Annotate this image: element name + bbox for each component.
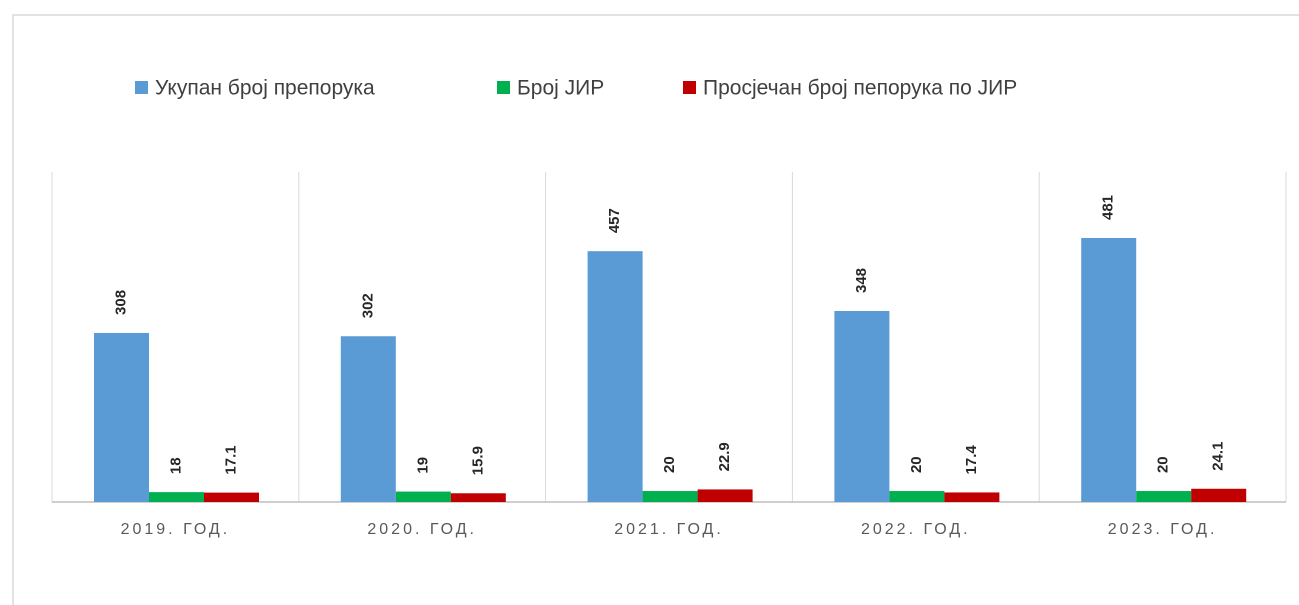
bar <box>1136 491 1192 502</box>
data-label: 302 <box>359 293 376 318</box>
data-label: 17.1 <box>222 445 239 474</box>
data-label: 20 <box>661 456 678 473</box>
x-tick-label: 2019. ГОД. <box>121 521 231 538</box>
bar <box>94 332 149 502</box>
bar <box>1191 488 1247 502</box>
data-label: 17.4 <box>963 445 980 475</box>
bar <box>642 491 698 502</box>
legend-label: Број ЈИР <box>517 77 604 100</box>
bar <box>204 492 259 502</box>
bar <box>944 492 1000 502</box>
bar <box>587 251 643 502</box>
data-label: 20 <box>908 456 925 473</box>
data-label: 481 <box>1100 195 1117 220</box>
data-label: 22.9 <box>716 442 733 471</box>
data-label: 348 <box>853 268 870 293</box>
bar <box>1081 238 1137 502</box>
legend-label: Укупан број препорука <box>155 77 375 100</box>
legend-swatch <box>497 81 510 94</box>
data-label: 15.9 <box>469 446 486 475</box>
bar <box>834 310 890 502</box>
bar <box>395 491 451 502</box>
x-tick-label: 2021. ГОД. <box>614 521 724 538</box>
bar <box>149 492 204 502</box>
data-label: 19 <box>414 457 431 474</box>
bar <box>889 491 945 502</box>
data-label: 18 <box>167 457 184 474</box>
bar <box>340 336 396 502</box>
legend-swatch <box>683 81 696 94</box>
data-label: 24.1 <box>1210 442 1227 471</box>
x-tick-label: 2022. ГОД. <box>861 521 971 538</box>
data-label: 20 <box>1155 456 1172 473</box>
legend-label: Просјечан број пепорука по ЈИР <box>703 77 1017 100</box>
legend-swatch <box>135 81 148 94</box>
bar <box>450 493 506 502</box>
bar <box>697 489 753 502</box>
data-label: 457 <box>606 208 623 233</box>
chart-frame <box>12 14 1299 605</box>
x-tick-label: 2020. ГОД. <box>367 521 477 538</box>
x-tick-label: 2023. ГОД. <box>1108 521 1218 538</box>
data-label: 308 <box>112 290 129 315</box>
